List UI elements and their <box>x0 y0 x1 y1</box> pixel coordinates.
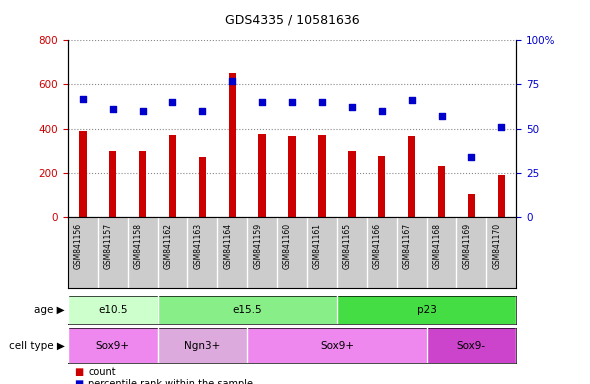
Bar <box>228 73 236 217</box>
Bar <box>289 136 296 217</box>
Point <box>347 104 356 111</box>
Text: GSM841167: GSM841167 <box>402 223 412 269</box>
Bar <box>408 136 415 217</box>
Bar <box>497 175 505 217</box>
Bar <box>68 296 158 324</box>
Text: GSM841157: GSM841157 <box>104 223 113 269</box>
Point <box>317 99 327 105</box>
Point <box>138 108 148 114</box>
Text: GSM841166: GSM841166 <box>373 223 382 269</box>
Text: cell type ▶: cell type ▶ <box>9 341 65 351</box>
Bar <box>139 151 146 217</box>
Bar <box>438 166 445 217</box>
Bar <box>247 328 427 363</box>
Point <box>467 154 476 160</box>
Text: GSM841160: GSM841160 <box>283 223 292 269</box>
Text: GSM841170: GSM841170 <box>492 223 502 269</box>
Text: count: count <box>88 367 116 377</box>
Bar <box>468 194 475 217</box>
Bar <box>158 328 247 363</box>
Text: GSM841159: GSM841159 <box>253 223 262 269</box>
Point <box>108 106 117 112</box>
Text: Sox9+: Sox9+ <box>320 341 354 351</box>
Text: GSM841164: GSM841164 <box>223 223 232 269</box>
Point <box>287 99 297 105</box>
Bar <box>169 135 176 217</box>
Bar <box>109 151 116 217</box>
Point <box>228 78 237 84</box>
Text: GSM841161: GSM841161 <box>313 223 322 269</box>
Text: Ngn3+: Ngn3+ <box>184 341 221 351</box>
Text: Sox9+: Sox9+ <box>96 341 130 351</box>
Text: e10.5: e10.5 <box>98 305 127 315</box>
Bar <box>158 296 337 324</box>
Point <box>257 99 267 105</box>
Bar <box>68 328 158 363</box>
Point <box>168 99 177 105</box>
Point <box>198 108 207 114</box>
Text: GSM841156: GSM841156 <box>74 223 83 269</box>
Bar <box>378 156 385 217</box>
Bar <box>79 131 87 217</box>
Bar <box>318 135 326 217</box>
Bar <box>199 157 206 217</box>
Text: GDS4335 / 10581636: GDS4335 / 10581636 <box>225 13 359 26</box>
Text: GSM841158: GSM841158 <box>133 223 143 269</box>
Point <box>437 113 446 119</box>
Point <box>497 124 506 130</box>
Text: GSM841165: GSM841165 <box>343 223 352 269</box>
Bar <box>337 296 516 324</box>
Text: e15.5: e15.5 <box>232 305 262 315</box>
Text: Sox9-: Sox9- <box>457 341 486 351</box>
Point <box>78 96 87 102</box>
Text: GSM841168: GSM841168 <box>432 223 441 269</box>
Bar <box>348 151 356 217</box>
Text: p23: p23 <box>417 305 437 315</box>
Text: age ▶: age ▶ <box>34 305 65 315</box>
Point <box>377 108 386 114</box>
Text: ■: ■ <box>74 379 83 384</box>
Bar <box>427 328 516 363</box>
Text: percentile rank within the sample: percentile rank within the sample <box>88 379 254 384</box>
Text: GSM841162: GSM841162 <box>163 223 172 269</box>
Text: ■: ■ <box>74 367 83 377</box>
Bar <box>258 134 266 217</box>
Text: GSM841169: GSM841169 <box>463 223 471 269</box>
Text: GSM841163: GSM841163 <box>194 223 202 269</box>
Point <box>407 97 417 103</box>
